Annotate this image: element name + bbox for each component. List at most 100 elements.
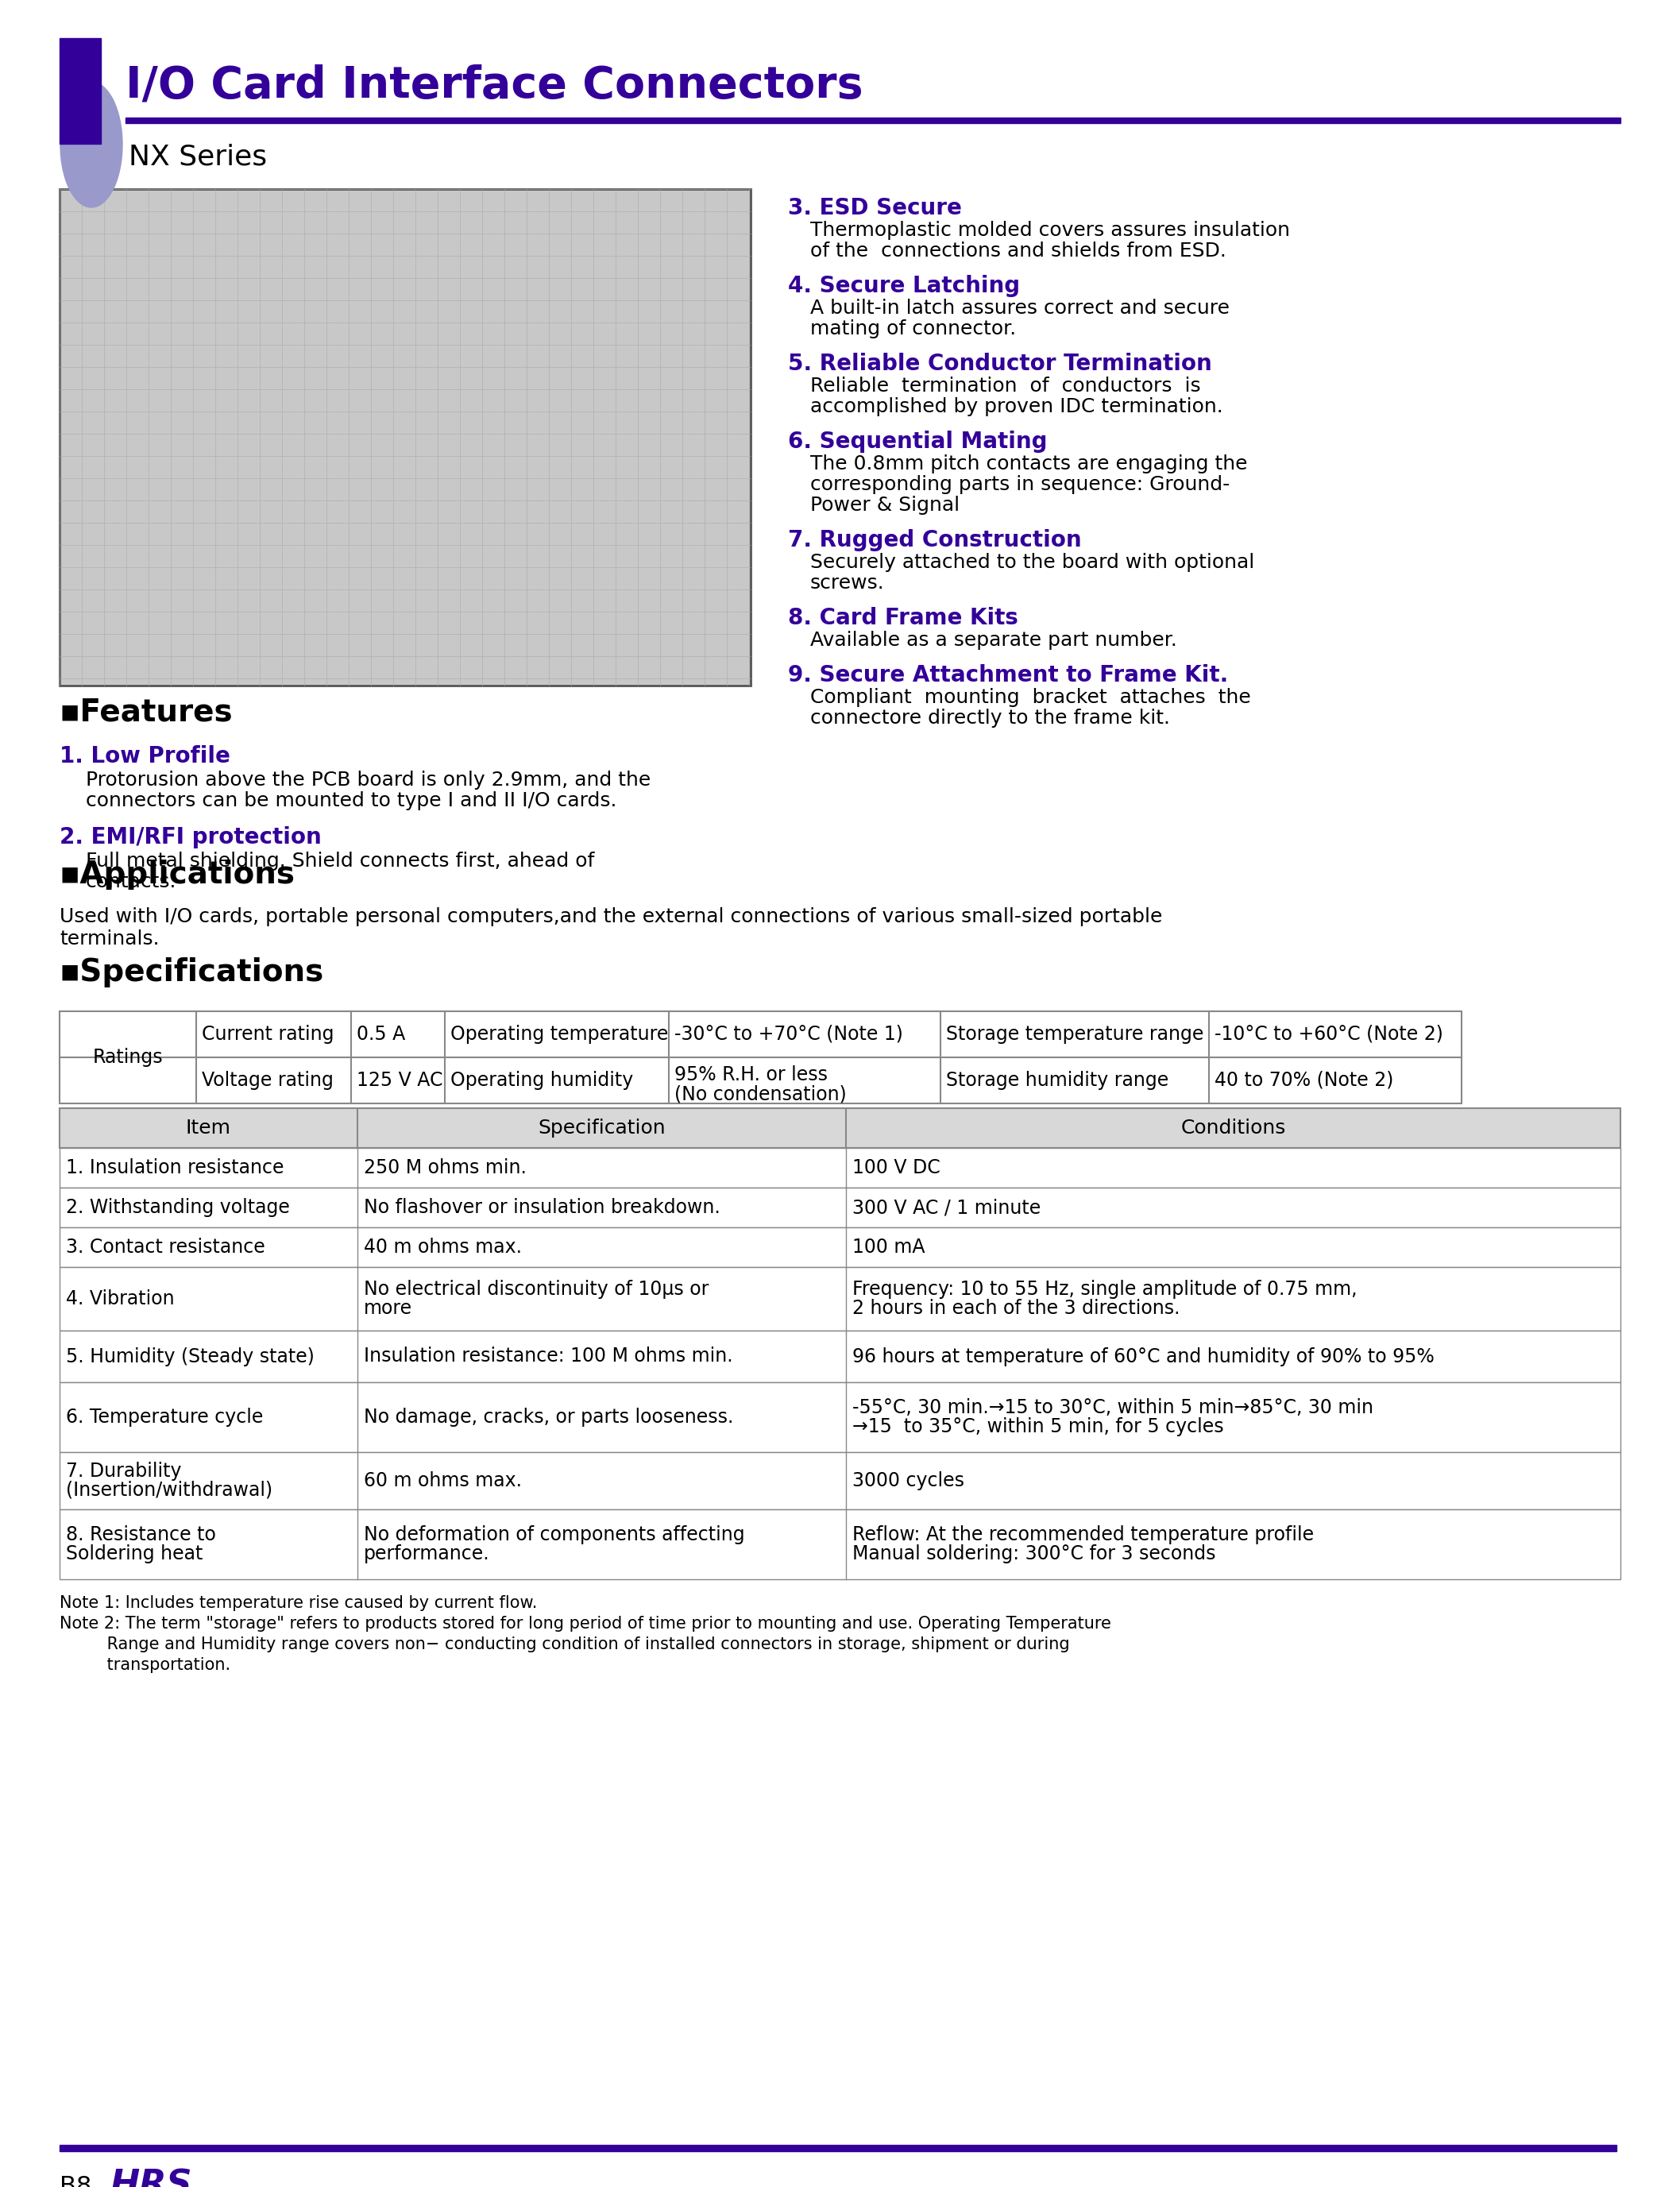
Bar (59, 1452, 1621, 1509)
Text: terminals.: terminals. (59, 929, 160, 949)
Text: (Insertion/withdrawal): (Insertion/withdrawal) (66, 1481, 272, 1500)
Text: ▪Specifications: ▪Specifications (59, 958, 324, 989)
Bar (59, 37, 101, 144)
Text: 60 m ohms max.: 60 m ohms max. (365, 1472, 522, 1489)
Text: (No condensation): (No condensation) (674, 1085, 847, 1104)
Text: 2. Withstanding voltage: 2. Withstanding voltage (66, 1198, 291, 1216)
Text: Voltage rating: Voltage rating (202, 1072, 334, 1089)
Bar (59, 1188, 1621, 1227)
Text: Note 1: Includes temperature rise caused by current flow.: Note 1: Includes temperature rise caused… (59, 1594, 538, 1612)
Text: -55°C, 30 min.→15 to 30°C, within 5 min→85°C, 30 min: -55°C, 30 min.→15 to 30°C, within 5 min→… (852, 1397, 1373, 1417)
Text: 300 V AC / 1 minute: 300 V AC / 1 minute (852, 1198, 1042, 1216)
Text: 7. Rugged Construction: 7. Rugged Construction (788, 529, 1082, 551)
Text: 40 m ohms max.: 40 m ohms max. (365, 1238, 522, 1258)
Text: screws.: screws. (810, 573, 885, 593)
Text: Available as a separate part number.: Available as a separate part number. (810, 630, 1178, 650)
Text: Soldering heat: Soldering heat (66, 1544, 203, 1564)
Text: Operating temperature: Operating temperature (450, 1026, 669, 1043)
Text: 1. Insulation resistance: 1. Insulation resistance (66, 1159, 284, 1177)
Text: Full metal shielding. Shield connects first, ahead of: Full metal shielding. Shield connects fi… (86, 851, 595, 870)
Text: 8. Resistance to: 8. Resistance to (66, 1524, 217, 1544)
Text: 9. Secure Attachment to Frame Kit.: 9. Secure Attachment to Frame Kit. (788, 665, 1228, 687)
Text: HRS: HRS (109, 2170, 192, 2187)
Text: corresponding parts in sequence: Ground-: corresponding parts in sequence: Ground- (810, 475, 1230, 494)
Text: Range and Humidity range covers non− conducting condition of installed connector: Range and Humidity range covers non− con… (59, 1636, 1070, 1653)
Text: 3. Contact resistance: 3. Contact resistance (66, 1238, 265, 1258)
Text: contacts.: contacts. (86, 873, 176, 892)
Text: 95% R.H. or less: 95% R.H. or less (674, 1065, 828, 1085)
Text: No deformation of components affecting: No deformation of components affecting (365, 1524, 744, 1544)
Text: NX Series: NX Series (129, 142, 267, 171)
Ellipse shape (60, 81, 123, 208)
Text: 96 hours at temperature of 60°C and humidity of 90% to 95%: 96 hours at temperature of 60°C and humi… (852, 1347, 1435, 1367)
Text: 7. Durability: 7. Durability (66, 1461, 181, 1481)
Text: A built-in latch assures correct and secure: A built-in latch assures correct and sec… (810, 300, 1230, 317)
Text: 1. Low Profile: 1. Low Profile (59, 746, 230, 768)
Text: connectore directly to the frame kit.: connectore directly to the frame kit. (810, 709, 1169, 728)
Bar (59, 1010, 1462, 1104)
Bar (59, 1382, 1621, 1452)
Text: 125 V AC: 125 V AC (356, 1072, 444, 1089)
Text: accomplished by proven IDC termination.: accomplished by proven IDC termination. (810, 398, 1223, 416)
Text: →15  to 35°C, within 5 min, for 5 cycles: →15 to 35°C, within 5 min, for 5 cycles (852, 1417, 1223, 1437)
Bar (126, 118, 1621, 122)
Text: I/O Card Interface Connectors: I/O Card Interface Connectors (126, 63, 864, 107)
Text: Protorusion above the PCB board is only 2.9mm, and the: Protorusion above the PCB board is only … (86, 770, 650, 790)
Text: ▪Applications: ▪Applications (59, 859, 296, 890)
Bar (59, 1509, 1621, 1579)
Text: Reliable  termination  of  conductors  is: Reliable termination of conductors is (810, 376, 1201, 396)
Text: 100 V DC: 100 V DC (852, 1159, 941, 1177)
Text: Specification: Specification (538, 1118, 665, 1137)
Text: -10°C to +60°C (Note 2): -10°C to +60°C (Note 2) (1215, 1026, 1443, 1043)
Text: Storage temperature range: Storage temperature range (946, 1026, 1203, 1043)
Text: mating of connector.: mating of connector. (810, 319, 1016, 339)
Bar (59, 1227, 1621, 1266)
Text: 4. Vibration: 4. Vibration (66, 1290, 175, 1308)
Text: B8: B8 (59, 2176, 92, 2187)
Bar (59, 1109, 1621, 1148)
Text: 3000 cycles: 3000 cycles (852, 1472, 964, 1489)
Text: transportation.: transportation. (59, 1658, 230, 1673)
Text: 250 M ohms min.: 250 M ohms min. (365, 1159, 526, 1177)
Bar (59, 1266, 1621, 1330)
Text: 8. Card Frame Kits: 8. Card Frame Kits (788, 608, 1018, 630)
Text: Current rating: Current rating (202, 1026, 334, 1043)
Text: No flashover or insulation breakdown.: No flashover or insulation breakdown. (365, 1198, 721, 1216)
Text: 6. Sequential Mating: 6. Sequential Mating (788, 431, 1047, 453)
Text: 2. EMI/RFI protection: 2. EMI/RFI protection (59, 827, 321, 849)
Bar (59, 1330, 1621, 1382)
Text: 4. Secure Latching: 4. Secure Latching (788, 276, 1020, 297)
Text: No damage, cracks, or parts looseness.: No damage, cracks, or parts looseness. (365, 1408, 734, 1426)
Text: Ratings: Ratings (92, 1048, 163, 1067)
Text: 6. Temperature cycle: 6. Temperature cycle (66, 1408, 264, 1426)
Text: Item: Item (186, 1118, 232, 1137)
Text: Thermoplastic molded covers assures insulation: Thermoplastic molded covers assures insu… (810, 221, 1290, 241)
Text: 2 hours in each of the 3 directions.: 2 hours in each of the 3 directions. (852, 1299, 1179, 1319)
Text: Storage humidity range: Storage humidity range (946, 1072, 1169, 1089)
Text: No electrical discontinuity of 10μs or: No electrical discontinuity of 10μs or (365, 1279, 709, 1299)
Text: Note 2: The term "storage" refers to products stored for long period of time pri: Note 2: The term "storage" refers to pro… (59, 1616, 1110, 1632)
Text: ▪Features: ▪Features (59, 698, 234, 728)
Text: connectors can be mounted to type I and II I/O cards.: connectors can be mounted to type I and … (86, 792, 617, 811)
Text: Insulation resistance: 100 M ohms min.: Insulation resistance: 100 M ohms min. (365, 1347, 732, 1367)
Text: 100 mA: 100 mA (852, 1238, 926, 1258)
Text: Frequency: 10 to 55 Hz, single amplitude of 0.75 mm,: Frequency: 10 to 55 Hz, single amplitude… (852, 1279, 1357, 1299)
Text: Compliant  mounting  bracket  attaches  the: Compliant mounting bracket attaches the (810, 689, 1252, 706)
Text: 40 to 70% (Note 2): 40 to 70% (Note 2) (1215, 1072, 1393, 1089)
Text: 5. Reliable Conductor Termination: 5. Reliable Conductor Termination (788, 352, 1211, 374)
Text: 3. ESD Secure: 3. ESD Secure (788, 197, 963, 219)
Bar (59, 188, 751, 685)
Text: -30°C to +70°C (Note 1): -30°C to +70°C (Note 1) (674, 1026, 904, 1043)
Text: The 0.8mm pitch contacts are engaging the: The 0.8mm pitch contacts are engaging th… (810, 455, 1248, 472)
Text: 0.5 A: 0.5 A (356, 1026, 405, 1043)
Text: Operating humidity: Operating humidity (450, 1072, 633, 1089)
Text: performance.: performance. (365, 1544, 491, 1564)
Text: Power & Signal: Power & Signal (810, 496, 959, 514)
Text: Conditions: Conditions (1181, 1118, 1285, 1137)
Text: more: more (365, 1299, 412, 1319)
Text: Reflow: At the recommended temperature profile: Reflow: At the recommended temperature p… (852, 1524, 1314, 1544)
Bar (59, 2145, 1616, 2152)
Text: 5. Humidity (Steady state): 5. Humidity (Steady state) (66, 1347, 314, 1367)
Text: Securely attached to the board with optional: Securely attached to the board with opti… (810, 553, 1255, 573)
Text: Manual soldering: 300°C for 3 seconds: Manual soldering: 300°C for 3 seconds (852, 1544, 1216, 1564)
